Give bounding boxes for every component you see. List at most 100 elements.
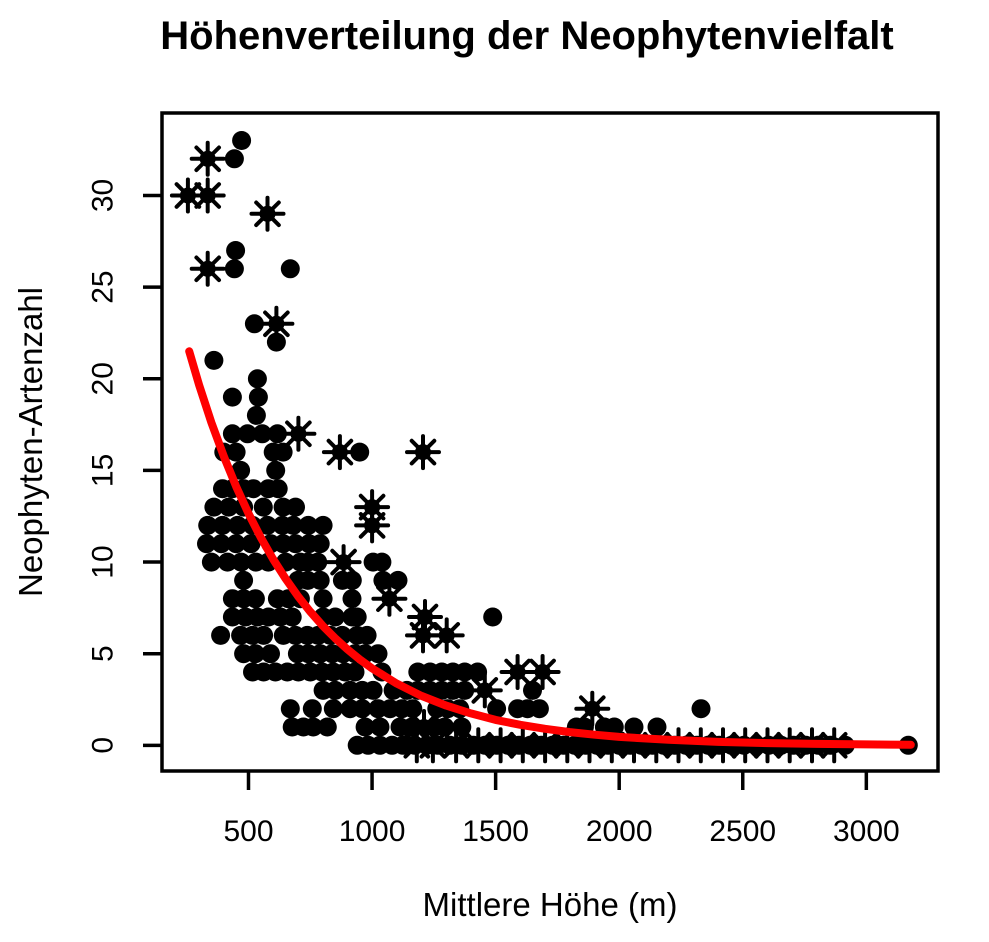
data-point-star — [549, 727, 586, 764]
data-point-circle — [280, 259, 300, 279]
data-point-star — [571, 727, 608, 764]
data-point-circle — [241, 534, 261, 554]
data-point-circle — [286, 534, 305, 554]
star-core — [381, 590, 398, 607]
x-axis-tick-label: 1000 — [339, 815, 406, 848]
data-point-star — [405, 617, 441, 654]
data-point-circle — [226, 442, 246, 462]
data-point-circle — [283, 515, 303, 535]
star-core — [416, 719, 432, 735]
star-core — [492, 737, 509, 754]
star-core — [290, 425, 307, 442]
data-point-circle — [201, 552, 221, 572]
y-axis-tick-label: 30 — [87, 179, 120, 212]
data-point-star — [321, 434, 358, 471]
star-core — [584, 700, 601, 717]
data-point-circle — [204, 350, 224, 370]
star-core — [415, 444, 431, 461]
data-point-circle — [266, 460, 286, 480]
data-point-circle — [483, 607, 503, 627]
data-point-circle — [355, 717, 375, 737]
data-point-circle — [213, 515, 232, 535]
data-point-circle — [647, 717, 667, 737]
data-point-star — [189, 140, 226, 177]
data-point-circle — [273, 442, 293, 462]
data-point-star — [460, 727, 497, 764]
fit-curve-layer — [185, 347, 915, 749]
data-point-circle — [403, 699, 423, 719]
star-core — [448, 737, 465, 754]
data-point-circle — [487, 699, 507, 719]
x-axis-tick-label: 3000 — [833, 815, 900, 848]
data-point-circle — [222, 387, 242, 407]
data-point-circle — [624, 717, 644, 737]
data-point-star — [593, 727, 630, 764]
x-axis-label: Mittlere Höhe (m) — [423, 886, 678, 923]
star-core — [509, 664, 526, 680]
chart-title: Höhenverteilung der Neophytenvielfalt — [160, 14, 893, 58]
star-core — [438, 627, 455, 644]
star-core — [364, 499, 381, 516]
data-point-circle — [238, 424, 257, 444]
data-point-circle — [219, 497, 239, 517]
data-point-circle — [342, 589, 362, 609]
star-core — [268, 315, 285, 332]
star-core — [335, 554, 352, 571]
data-point-circle — [204, 497, 224, 517]
data-point-circle — [268, 479, 288, 499]
data-point-circle — [302, 699, 322, 719]
data-point-circle — [368, 644, 388, 664]
data-point-circle — [232, 131, 252, 150]
star-core — [199, 260, 216, 277]
data-point-circle — [310, 534, 330, 554]
star-core — [603, 737, 620, 754]
y-axis-tick-label: 25 — [87, 270, 120, 303]
star-core — [424, 737, 441, 754]
data-point-star — [325, 544, 362, 581]
data-point-circle — [323, 699, 343, 719]
data-point-circle — [234, 570, 254, 590]
star-core — [199, 150, 216, 167]
data-point-circle — [231, 552, 251, 572]
data-point-circle — [252, 424, 272, 444]
plot-frame — [160, 111, 940, 773]
y-axis-tick-label: 20 — [87, 362, 120, 395]
data-point-circle — [280, 699, 300, 719]
data-point-star — [406, 709, 442, 745]
data-point-star — [169, 177, 206, 214]
data-point-star — [189, 177, 226, 214]
data-point-circle — [282, 607, 302, 627]
data-point-star — [466, 672, 503, 709]
data-point-star — [504, 727, 541, 764]
data-point-circle — [228, 515, 248, 535]
data-point-circle — [468, 662, 488, 682]
data-point-circle — [357, 625, 377, 645]
star-core — [470, 737, 487, 754]
data-point-star — [524, 654, 561, 690]
x-axis-tick-label: 1500 — [462, 815, 529, 848]
data-point-circle — [224, 149, 244, 169]
data-point-circle — [254, 625, 274, 645]
data-point-circle — [243, 479, 263, 499]
data-point-star — [354, 507, 391, 544]
data-point-circle — [345, 662, 365, 682]
star-core — [581, 737, 598, 754]
data-point-star — [428, 617, 465, 654]
star-core — [534, 664, 551, 680]
y-axis-tick-label: 15 — [87, 454, 120, 487]
data-point-circle — [261, 644, 280, 664]
data-point-circle — [226, 534, 246, 554]
axes-layer: 500 1000 1500 2000 2500 3000 0 5 10 15 20 25 30 — [87, 179, 900, 848]
data-point-circle — [211, 625, 231, 645]
data-point-star — [189, 250, 226, 287]
data-point-circle — [266, 332, 286, 352]
data-point-circle — [370, 717, 390, 737]
star-core — [559, 737, 576, 754]
data-point-star — [414, 727, 451, 764]
data-point-circle — [245, 644, 265, 664]
data-point-circle — [523, 680, 542, 700]
data-point-circle — [372, 552, 392, 572]
star-core — [259, 205, 276, 222]
x-axis-tick-label: 2000 — [586, 815, 653, 848]
